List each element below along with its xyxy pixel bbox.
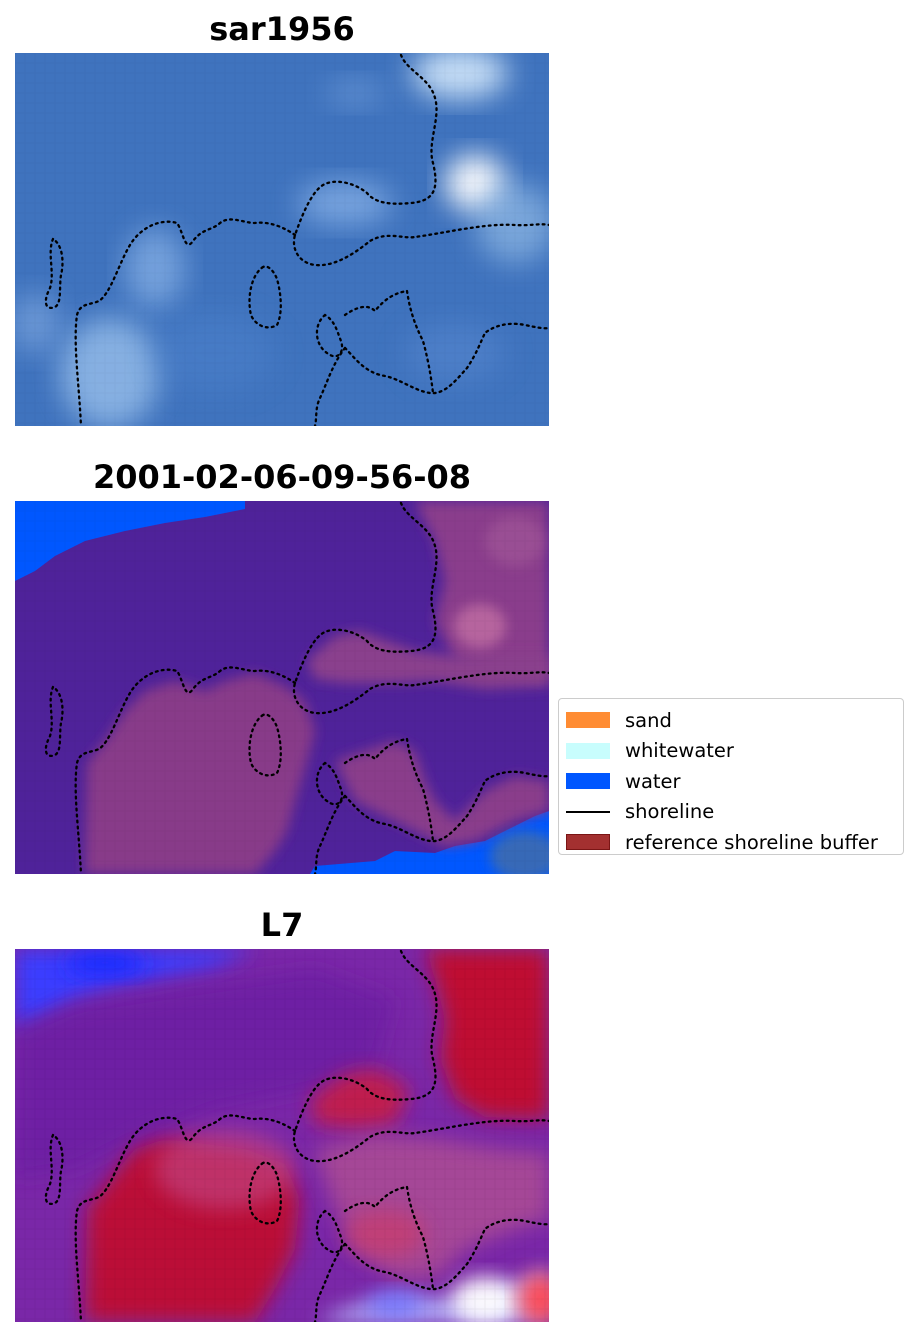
shoreline-dotted-6 [313, 794, 347, 874]
legend-label-whitewater: whitewater [625, 739, 734, 763]
shoreline-dotted-2 [44, 237, 64, 310]
shoreline-dotted-2 [44, 1133, 64, 1206]
shoreline-dotted-0 [292, 949, 549, 1163]
shoreline-dotted-4 [315, 761, 344, 806]
shoreline-dotted-7 [405, 737, 435, 843]
legend-label-water: water [625, 769, 681, 793]
panel-title-sar: sar1956 [209, 10, 355, 48]
shoreline-dotted-0 [292, 53, 549, 267]
legend-item-whitewater: whitewater [566, 736, 903, 767]
shoreline-dotted-4 [315, 313, 344, 358]
legend-label-reference-buffer: reference shoreline buffer [625, 830, 878, 854]
sar-image [15, 53, 549, 426]
panel-title-classified: 2001-02-06-09-56-08 [92, 458, 472, 496]
shoreline-dotted-1 [74, 666, 297, 874]
whitewater-swatch [566, 742, 610, 759]
legend-item-shoreline: shoreline [566, 797, 903, 828]
sand-swatch [566, 712, 610, 729]
classified-image [15, 501, 549, 874]
shoreline-dotted-7 [405, 1185, 435, 1291]
shoreline-dotted-3 [248, 1161, 282, 1225]
shoreline-dotted-3 [248, 265, 282, 329]
pixel-grid [15, 501, 549, 874]
legend: sand whitewater water shoreline referenc… [558, 698, 904, 855]
shoreline-dotted-3 [248, 713, 282, 777]
legend-label-sand: sand [625, 708, 672, 732]
shoreline-dotted-1 [74, 218, 297, 426]
index-image [15, 949, 549, 1322]
shoreline-dotted-0 [292, 501, 549, 715]
shoreline-dotted-1 [74, 1114, 297, 1322]
shoreline-dotted-5 [343, 322, 549, 395]
panel-title-index: L7 [260, 906, 304, 944]
pixel-grid [15, 949, 549, 1322]
shoreline-dotted-6 [313, 346, 347, 426]
legend-item-sand: sand [566, 705, 903, 736]
shoreline-dotted-6 [313, 1242, 347, 1322]
shoreline-dotted-5 [343, 770, 549, 843]
shoreline-dotted-7 [405, 289, 435, 395]
shoreline-dotted-8 [343, 737, 409, 765]
shoreline-line-sample [566, 810, 610, 813]
shoreline-dotted-5 [343, 1218, 549, 1291]
legend-label-shoreline: shoreline [625, 800, 715, 824]
shoreline-dotted-8 [343, 1185, 409, 1213]
shoreline-dotted-4 [315, 1209, 344, 1254]
pixel-grid [15, 53, 549, 426]
water-swatch [566, 773, 610, 790]
index-image-panel [15, 949, 549, 1322]
legend-item-reference-buffer: reference shoreline buffer [566, 827, 903, 858]
shoreline-dotted-2 [44, 685, 64, 758]
sar-image-panel [15, 53, 549, 426]
reference-buffer-swatch [566, 834, 610, 851]
legend-item-water: water [566, 766, 903, 797]
classified-image-panel [15, 501, 549, 874]
shoreline-dotted-8 [343, 289, 409, 317]
